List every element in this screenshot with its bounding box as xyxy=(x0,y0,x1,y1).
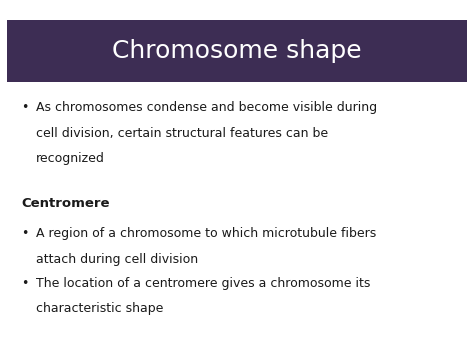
Text: recognized: recognized xyxy=(36,152,104,165)
Text: Centromere: Centromere xyxy=(21,197,110,210)
Text: characteristic shape: characteristic shape xyxy=(36,302,163,316)
Text: Chromosome shape: Chromosome shape xyxy=(112,39,362,62)
FancyBboxPatch shape xyxy=(7,20,467,82)
Text: A region of a chromosome to which microtubule fibers: A region of a chromosome to which microt… xyxy=(36,227,376,240)
Text: As chromosomes condense and become visible during: As chromosomes condense and become visib… xyxy=(36,101,377,114)
Text: cell division, certain structural features can be: cell division, certain structural featur… xyxy=(36,127,328,140)
Text: The location of a centromere gives a chromosome its: The location of a centromere gives a chr… xyxy=(36,277,370,290)
Text: attach during cell division: attach during cell division xyxy=(36,253,198,266)
Text: •: • xyxy=(21,277,29,290)
Text: •: • xyxy=(21,227,29,240)
Text: •: • xyxy=(21,101,29,114)
